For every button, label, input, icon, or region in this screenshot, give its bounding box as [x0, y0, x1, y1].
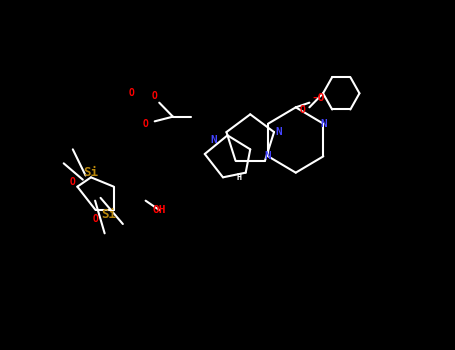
- Text: O: O: [143, 119, 148, 129]
- Text: N: N: [275, 127, 282, 137]
- Text: O: O: [93, 214, 98, 224]
- Text: O: O: [129, 88, 135, 98]
- Text: N: N: [211, 135, 217, 145]
- Text: Si: Si: [102, 208, 116, 221]
- Text: Si: Si: [84, 166, 98, 179]
- Text: O: O: [300, 105, 305, 115]
- Text: O: O: [70, 177, 76, 187]
- Text: H: H: [237, 173, 241, 182]
- Text: -O: -O: [312, 93, 325, 103]
- Text: N: N: [265, 151, 272, 161]
- Text: OH: OH: [152, 205, 166, 215]
- Text: O: O: [152, 91, 157, 101]
- Text: N: N: [320, 119, 327, 129]
